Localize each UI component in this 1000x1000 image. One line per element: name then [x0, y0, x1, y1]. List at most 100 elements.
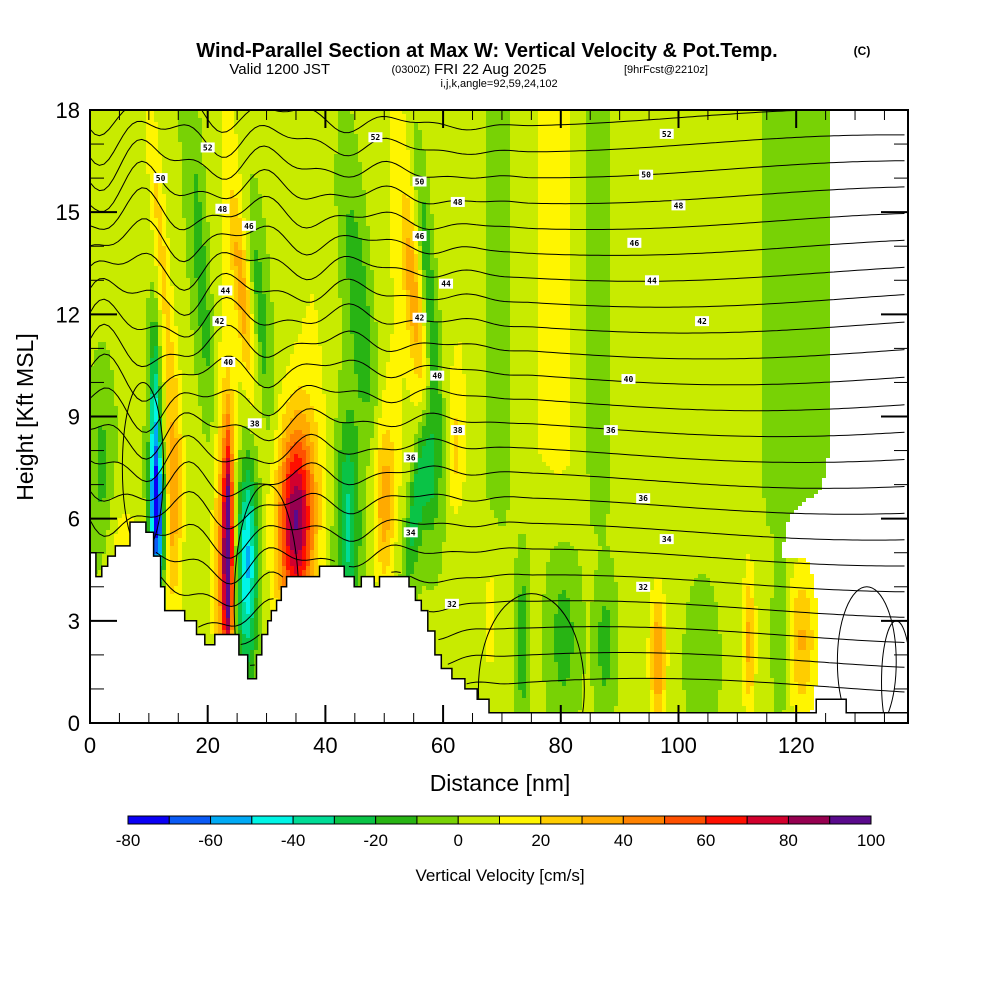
velocity-cell: [342, 306, 350, 310]
velocity-cell: [358, 146, 390, 150]
velocity-cell: [250, 182, 258, 186]
velocity-cell: [310, 542, 314, 546]
velocity-cell: [342, 350, 354, 354]
velocity-cell: [238, 514, 242, 518]
velocity-cell: [250, 282, 254, 286]
velocity-cell: [402, 482, 406, 486]
velocity-cell: [270, 426, 278, 430]
velocity-cell: [378, 558, 390, 562]
velocity-cell: [250, 230, 266, 234]
velocity-cell: [226, 478, 230, 482]
velocity-cell: [142, 434, 150, 438]
velocity-cell: [162, 514, 166, 518]
velocity-cell: [586, 414, 610, 418]
velocity-cell: [510, 306, 538, 310]
velocity-cell: [154, 182, 158, 186]
velocity-cell: [338, 454, 346, 458]
velocity-cell: [338, 130, 354, 134]
velocity-cell: [190, 306, 198, 310]
velocity-cell: [466, 422, 486, 426]
velocity-cell: [610, 210, 762, 214]
velocity-cell: [162, 502, 166, 506]
velocity-cell: [442, 462, 446, 466]
velocity-cell: [150, 514, 154, 518]
velocity-cell: [334, 442, 342, 446]
velocity-cell: [250, 550, 254, 554]
velocity-cell: [438, 278, 486, 282]
velocity-cell: [230, 222, 242, 226]
velocity-cell: [98, 454, 106, 458]
velocity-cell: [222, 214, 230, 218]
velocity-cell: [246, 562, 250, 566]
velocity-cell: [234, 398, 238, 402]
velocity-cell: [218, 442, 222, 446]
velocity-cell: [182, 542, 210, 546]
velocity-cell: [202, 338, 210, 342]
velocity-cell: [434, 490, 438, 494]
velocity-cell: [234, 274, 238, 278]
velocity-cell: [326, 502, 334, 506]
velocity-cell: [266, 566, 274, 570]
velocity-cell: [142, 486, 146, 490]
velocity-cell: [230, 238, 242, 242]
velocity-cell: [258, 474, 270, 478]
velocity-cell: [346, 246, 362, 250]
velocity-cell: [170, 458, 178, 462]
velocity-cell: [318, 514, 322, 518]
velocity-cell: [378, 422, 402, 426]
velocity-cell: [366, 550, 374, 554]
velocity-cell: [390, 174, 410, 178]
velocity-cell: [90, 238, 154, 242]
velocity-cell: [230, 466, 234, 470]
velocity-cell: [610, 174, 762, 178]
velocity-cell: [554, 546, 574, 550]
velocity-cell: [510, 450, 538, 454]
velocity-cell: [418, 286, 422, 290]
velocity-cell: [334, 490, 338, 494]
velocity-cell: [414, 218, 418, 222]
velocity-cell: [106, 546, 114, 550]
velocity-cell: [334, 162, 362, 166]
velocity-cell: [238, 478, 242, 482]
velocity-cell: [254, 370, 258, 374]
velocity-cell: [510, 234, 538, 238]
velocity-cell: [354, 562, 358, 566]
velocity-cell: [182, 462, 186, 466]
velocity-cell: [318, 434, 326, 438]
velocity-cell: [218, 422, 222, 426]
velocity-cell: [402, 206, 410, 210]
velocity-cell: [258, 506, 262, 510]
velocity-cell: [766, 514, 790, 518]
velocity-cell: [214, 366, 218, 370]
velocity-cell: [182, 466, 186, 470]
velocity-cell: [194, 226, 202, 230]
velocity-cell: [442, 334, 486, 338]
velocity-cell: [274, 334, 298, 338]
velocity-cell: [390, 130, 406, 134]
velocity-cell: [418, 274, 422, 278]
velocity-cell: [510, 462, 546, 466]
velocity-cell: [342, 538, 346, 542]
velocity-cell: [322, 354, 342, 358]
velocity-cell: [246, 490, 250, 494]
velocity-cell: [282, 514, 286, 518]
velocity-cell: [234, 490, 238, 494]
velocity-cell: [302, 542, 306, 546]
velocity-cell: [110, 350, 146, 354]
velocity-cell: [510, 266, 538, 270]
velocity-cell: [294, 390, 306, 394]
velocity-cell: [462, 354, 486, 358]
velocity-cell: [170, 246, 186, 250]
velocity-cell: [210, 430, 218, 434]
velocity-cell: [586, 366, 610, 370]
velocity-cell: [246, 474, 250, 478]
velocity-cell: [274, 478, 278, 482]
velocity-cell: [302, 430, 310, 434]
velocity-cell: [342, 462, 354, 466]
velocity-cell: [254, 378, 258, 382]
velocity-cell: [406, 274, 414, 278]
velocity-cell: [410, 462, 414, 466]
velocity-cell: [402, 414, 422, 418]
velocity-cell: [274, 490, 278, 494]
velocity-cell: [314, 466, 322, 470]
